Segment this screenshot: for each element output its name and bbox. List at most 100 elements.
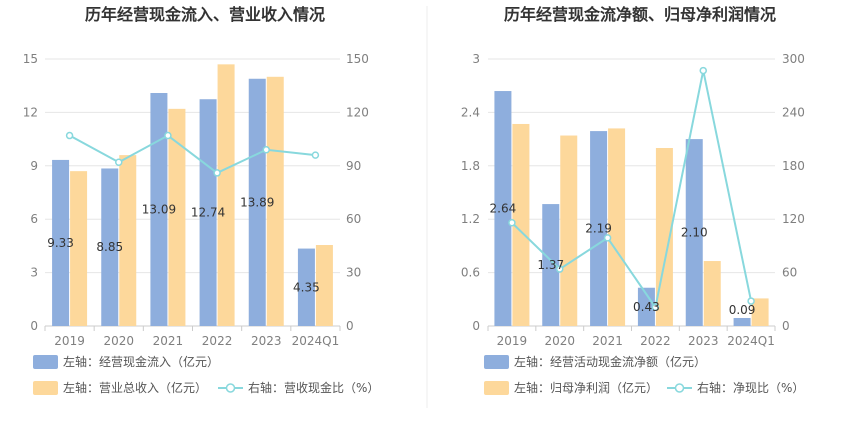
- legend-swatch: [484, 381, 509, 395]
- data-label: 4.35: [293, 280, 320, 294]
- line-point: [699, 66, 707, 75]
- line-point: [262, 146, 270, 154]
- legend-label: 左轴：经营活动现金流净额（亿元）: [514, 354, 706, 369]
- x-tick-label: 2021: [153, 334, 184, 348]
- legend-label: 左轴：经营现金流入（亿元）: [63, 354, 219, 369]
- y-left-tick-label: 0.6: [461, 266, 480, 280]
- bar-primary: [637, 287, 655, 326]
- bar-primary: [199, 99, 217, 326]
- x-tick-label: 2022: [202, 334, 233, 348]
- bar-primary: [685, 139, 703, 326]
- bar-secondary: [266, 76, 284, 326]
- bar-secondary: [119, 155, 137, 326]
- y-left-tick-label: 3: [472, 52, 480, 66]
- line-point: [603, 234, 612, 242]
- legend-label: 左轴：营业总收入（亿元）: [63, 380, 207, 395]
- x-tick-label: 2020: [103, 334, 134, 348]
- legend-marker: [225, 383, 236, 393]
- y-right-tick-label: 120: [782, 212, 805, 226]
- line-point: [747, 297, 755, 305]
- y-left-tick-label: 0: [472, 319, 480, 333]
- data-label: 13.09: [142, 202, 176, 216]
- line-point: [65, 131, 74, 140]
- x-tick-label: 2023: [688, 334, 719, 348]
- bar-primary: [101, 168, 119, 326]
- y-right-tick-label: 60: [782, 266, 797, 280]
- bar-primary: [542, 204, 560, 326]
- line-point: [213, 169, 221, 177]
- data-label: 0.09: [729, 303, 756, 317]
- bar-secondary: [512, 123, 530, 326]
- x-tick-label: 2019: [54, 334, 85, 348]
- data-label: 13.89: [240, 195, 274, 209]
- y-left-tick-label: 0: [30, 319, 38, 333]
- x-tick-label: 2024Q1: [727, 334, 775, 348]
- legend-marker: [674, 383, 685, 393]
- data-label: 2.19: [585, 222, 612, 236]
- data-label: 2.10: [681, 226, 708, 240]
- line-series: [69, 134, 316, 175]
- y-right-tick-label: 150: [346, 52, 369, 66]
- y-right-tick-label: 300: [782, 52, 805, 66]
- bar-primary: [733, 317, 751, 326]
- legend-label: 左轴：归母净利润（亿元）: [514, 380, 658, 395]
- y-left-tick-label: 3: [30, 266, 38, 280]
- x-tick-label: 2024Q1: [292, 334, 340, 348]
- chart-title: 历年经营现金流入、营业收入情况: [85, 5, 325, 24]
- x-tick-label: 2023: [251, 334, 282, 348]
- y-right-tick-label: 240: [782, 105, 805, 119]
- y-right-tick-label: 30: [346, 266, 361, 280]
- y-left-tick-label: 1.8: [461, 159, 480, 173]
- bar-secondary: [703, 261, 721, 326]
- left-chart-panel: 历年经营现金流入、营业收入情况 0 0 3 30 6 60 9 90 12 120 15 150 2019…: [23, 5, 379, 395]
- bar-secondary: [168, 108, 186, 326]
- bar-primary: [297, 248, 315, 326]
- data-label: 0.43: [633, 300, 660, 314]
- x-tick-label: 2022: [640, 334, 671, 348]
- y-right-tick-label: 60: [346, 212, 361, 226]
- legend-label: 右轴：净现比（%）: [697, 380, 804, 395]
- x-tick-label: 2021: [592, 334, 623, 348]
- data-label: 8.85: [96, 240, 123, 254]
- line-point: [651, 303, 660, 312]
- bar-primary: [248, 78, 266, 327]
- y-left-tick-label: 2.4: [461, 105, 480, 119]
- bar-secondary: [217, 64, 235, 326]
- data-label: 12.74: [191, 206, 225, 220]
- legend-swatch: [33, 381, 58, 395]
- line-point: [164, 131, 172, 140]
- legend-swatch: [33, 355, 58, 369]
- line-series: [511, 70, 753, 310]
- y-right-tick-label: 120: [346, 105, 369, 119]
- line-point: [508, 219, 516, 227]
- bar-secondary: [608, 128, 626, 326]
- chart-title: 历年经营现金流净额、归母净利润情况: [504, 5, 776, 24]
- y-left-tick-label: 6: [30, 212, 38, 226]
- y-right-tick-label: 90: [346, 159, 361, 173]
- right-chart-panel: 历年经营现金流净额、归母净利润情况 0 0 0.6 60 1.2 120 1.8 180 2.4 2…: [461, 5, 805, 395]
- x-tick-label: 2020: [544, 334, 575, 348]
- line-point: [556, 265, 564, 273]
- bar-secondary: [70, 171, 88, 326]
- legend-swatch: [484, 355, 509, 369]
- bar-primary: [590, 131, 608, 326]
- bar-secondary: [315, 245, 333, 326]
- y-right-tick-label: 0: [782, 319, 790, 333]
- y-left-tick-label: 15: [23, 52, 38, 66]
- line-point: [115, 158, 123, 166]
- bar-primary: [52, 159, 70, 326]
- bar-primary: [494, 91, 512, 326]
- bar-secondary: [560, 135, 578, 326]
- y-left-tick-label: 12: [23, 105, 38, 119]
- y-right-tick-label: 0: [346, 319, 354, 333]
- x-tick-label: 2019: [497, 334, 528, 348]
- bar-secondary: [751, 298, 769, 326]
- data-label: 9.33: [47, 236, 74, 250]
- y-left-tick-label: 9: [30, 159, 38, 173]
- y-right-tick-label: 180: [782, 159, 805, 173]
- bar-primary: [150, 92, 168, 326]
- legend-label: 右轴：营收现金比（%）: [248, 380, 379, 395]
- line-point: [311, 151, 320, 159]
